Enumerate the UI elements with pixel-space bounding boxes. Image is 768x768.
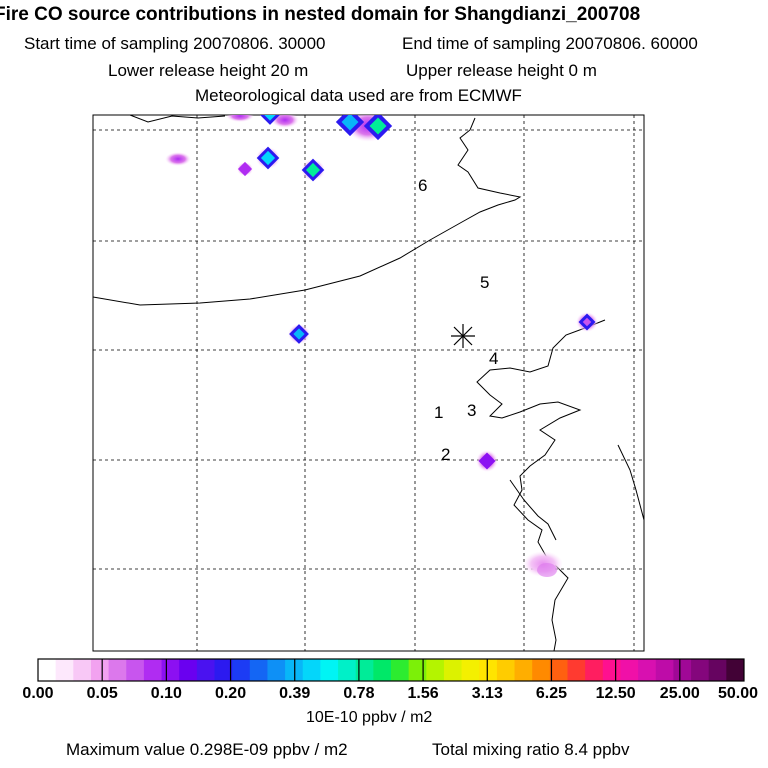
colorbar-swatch [391, 659, 410, 681]
colorbar-tick-label: 0.20 [214, 685, 247, 702]
maximum-value-label: Maximum value 0.298E-09 ppbv / m2 [66, 740, 348, 759]
colorbar-tick-label: 0.00 [22, 685, 54, 702]
map-title: Fire CO source contributions in nested d… [0, 4, 641, 25]
colorbar-tick-label: 1.56 [407, 685, 439, 702]
colorbar-swatch [338, 659, 357, 681]
fire-spot [260, 115, 280, 125]
fire-spot [478, 452, 496, 470]
colorbar-tick-label: 0.78 [343, 685, 375, 702]
fire-spot [341, 115, 359, 131]
region-label-1: 1 [434, 403, 443, 422]
lower-release-height-label: Lower release height 20 m [108, 61, 309, 80]
colorbar-swatch [55, 659, 74, 681]
coastline-top-edge [129, 115, 226, 123]
met-data-label: Meteorological data used are from ECMWF [195, 86, 522, 105]
colorbar-swatch [302, 659, 321, 681]
colorbar-swatch [408, 659, 427, 681]
colorbar [37, 658, 745, 682]
colorbar-tick-label: 0.10 [150, 685, 182, 702]
colorbar-swatch [461, 659, 480, 681]
colorbar-tick-label: 0.39 [279, 685, 311, 702]
colorbar-swatch [249, 659, 268, 681]
total-mixing-ratio-label: Total mixing ratio 8.4 ppbv [432, 740, 630, 759]
coastline-east-inner [509, 479, 557, 541]
upper-release-height-label: Upper release height 0 m [406, 61, 597, 80]
colorbar-swatch [108, 659, 127, 681]
colorbar-tick-label: 0.05 [86, 685, 118, 702]
map-frame [92, 114, 645, 652]
fire-spot [305, 162, 321, 178]
colorbar-tick-label: 6.25 [535, 685, 568, 702]
colorbar-swatch [620, 659, 639, 681]
colorbar-swatch [179, 659, 198, 681]
colorbar-swatch [532, 659, 551, 681]
colorbar-units: 10E-10 ppbv / m2 [306, 709, 433, 726]
region-label-5: 5 [480, 273, 489, 292]
colorbar-swatch [549, 659, 568, 681]
coastline-island-edge [617, 444, 644, 521]
colorbar-swatch [567, 659, 586, 681]
coastline-north [93, 117, 522, 306]
colorbar-tick-label: 50.00 [717, 685, 759, 702]
colorbar-swatch [443, 659, 463, 681]
fire-spot [271, 115, 299, 128]
colorbar-swatch [655, 659, 674, 681]
fire-spot [582, 317, 592, 327]
colorbar-swatch [90, 659, 110, 681]
colorbar-swatch [602, 659, 621, 681]
end-time-label: End time of sampling 20070806. 60000 [402, 34, 698, 53]
colorbar-swatch [496, 659, 516, 681]
start-time-label: Start time of sampling 20070806. 30000 [24, 34, 326, 53]
fire-spot [165, 152, 191, 166]
region-label-6: 6 [418, 176, 427, 195]
colorbar-swatch [232, 659, 251, 681]
colorbar-swatch [267, 659, 286, 681]
fire-spot [260, 150, 276, 166]
colorbar-swatch [355, 659, 374, 681]
colorbar-swatch [320, 659, 339, 681]
fire-spot [537, 563, 557, 577]
colorbar-swatch [373, 659, 392, 681]
colorbar-swatch [161, 659, 180, 681]
colorbar-swatch [479, 659, 498, 681]
region-labels: 1 2 3 4 5 6 [418, 176, 498, 464]
fire-spot [293, 328, 305, 340]
colorbar-tick-label: 3.13 [471, 685, 503, 702]
region-label-2: 2 [441, 445, 450, 464]
colorbar-tick-label: 25.00 [659, 685, 700, 702]
colorbar-swatch [73, 659, 92, 681]
colorbar-swatch [708, 659, 727, 681]
fire-spot [237, 161, 253, 177]
colorbar-swatch [214, 659, 233, 681]
colorbar-swatch [638, 659, 657, 681]
fire-spot [369, 117, 387, 135]
region-label-4: 4 [489, 349, 498, 368]
colorbar-tick-label: 12.50 [595, 685, 636, 702]
receptor-marker [451, 324, 475, 348]
colorbar-swatch [196, 659, 215, 681]
region-label-3: 3 [467, 401, 476, 420]
colorbar-border [37, 658, 745, 682]
fire-contribution-field [165, 115, 598, 577]
colorbar-swatch [673, 659, 692, 681]
colorbar-swatch [38, 659, 57, 681]
colorbar-swatch [143, 659, 163, 681]
colorbar-swatch [585, 659, 604, 681]
colorbar-swatch [126, 659, 145, 681]
fire-spot [226, 115, 254, 122]
colorbar-swatch [426, 659, 445, 681]
colorbar-swatch [726, 659, 745, 681]
colorbar-swatch [691, 659, 710, 681]
colorbar-swatch [514, 659, 533, 681]
